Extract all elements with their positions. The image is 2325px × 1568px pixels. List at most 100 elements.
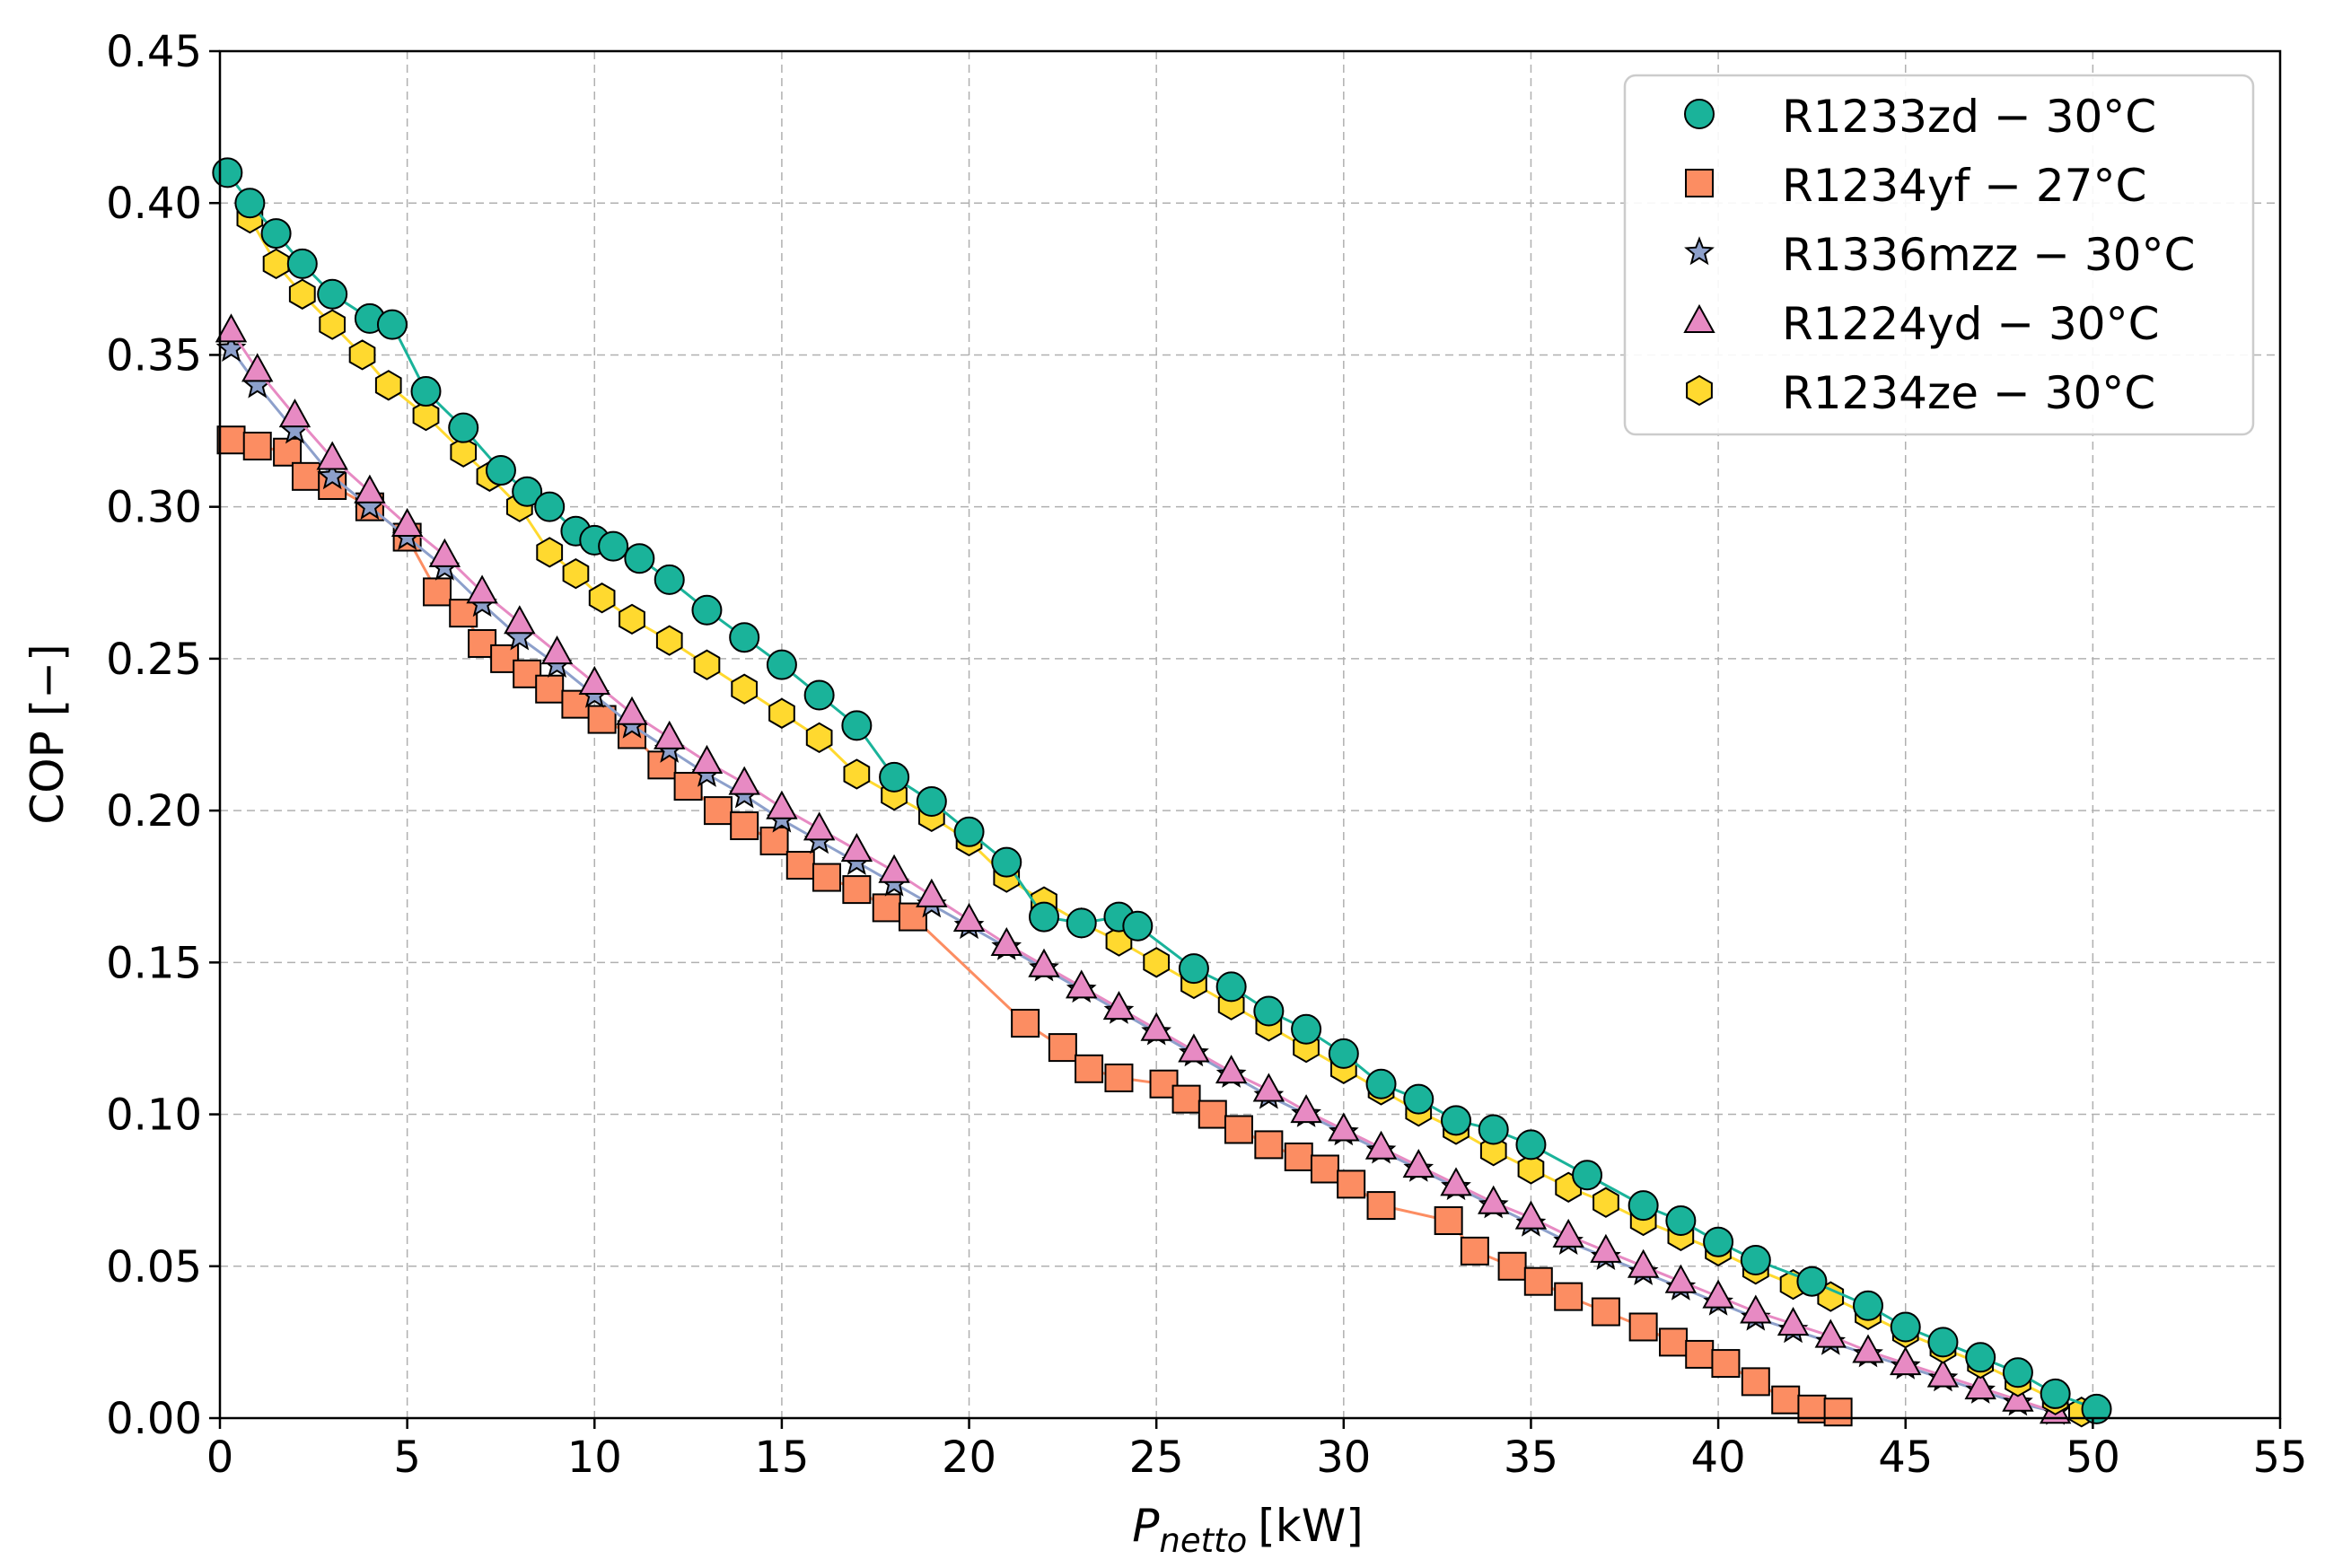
data-point-r1234yf	[1741, 1367, 1770, 1397]
data-point-r1233zd	[1066, 907, 1097, 939]
y-tick-label: 0.00	[106, 1394, 202, 1444]
data-point-r1234yf	[273, 437, 303, 467]
data-point-r1233zd	[448, 412, 479, 443]
data-point-r1233zd	[212, 157, 243, 188]
data-point-r1234ze	[1479, 1135, 1507, 1167]
data-point-r1233zd	[485, 455, 516, 486]
data-point-r1233zd	[534, 491, 566, 522]
data-point-r1233zd	[1515, 1129, 1547, 1161]
data-point-r1233zd	[1403, 1083, 1434, 1115]
x-tick-label: 30	[1316, 1432, 1371, 1483]
data-point-r1224yd	[990, 926, 1022, 957]
data-point-r1224yd	[728, 766, 760, 795]
data-point-r1234ze	[348, 339, 376, 371]
data-point-r1233zd	[1927, 1327, 1959, 1358]
data-series	[212, 157, 2112, 1428]
series-r1234yf	[216, 425, 1853, 1427]
data-point-r1224yd	[1627, 1248, 1660, 1278]
legend-marker-r1233zd	[1684, 99, 1715, 129]
data-point-r1234yf	[1254, 1130, 1284, 1160]
data-point-r1234ze	[562, 557, 590, 590]
data-point-r1233zd	[916, 785, 947, 817]
data-point-r1233zd	[1572, 1160, 1603, 1191]
data-point-r1224yd	[1814, 1318, 1847, 1348]
legend-marker-r1234ze	[1686, 374, 1713, 407]
data-point-r1233zd	[1215, 971, 1247, 1003]
data-point-r1234yf	[1659, 1327, 1689, 1357]
legend-label-r1234yf: R1234yf − 27°C	[1782, 160, 2146, 212]
data-point-r1224yd	[1364, 1130, 1398, 1160]
x-tick-label: 45	[1878, 1432, 1933, 1483]
data-point-r1234yf	[872, 893, 901, 923]
data-point-r1224yd	[1215, 1055, 1248, 1084]
data-point-r1224yd	[2002, 1382, 2034, 1412]
data-point-r1233zd	[1441, 1105, 1471, 1136]
data-point-r1233zd	[953, 816, 985, 847]
data-point-r1224yd	[1890, 1346, 1922, 1376]
data-point-r1234yf	[898, 902, 927, 932]
x-tick-label: 35	[1504, 1432, 1558, 1483]
x-tick-label: 20	[942, 1432, 996, 1483]
data-point-r1224yd	[1964, 1371, 1996, 1400]
data-point-r1234yf	[1523, 1266, 1553, 1296]
data-point-r1234ze	[619, 603, 645, 635]
data-point-r1233zd	[1178, 953, 1209, 985]
data-point-r1233zd	[691, 594, 723, 626]
plot-frame	[218, 49, 2282, 1420]
data-point-r1234yf	[703, 796, 733, 826]
data-point-r1224yd	[1140, 1012, 1172, 1041]
data-point-r1234yf	[1366, 1191, 1396, 1221]
y-tick-label: 0.10	[106, 1091, 202, 1141]
data-point-r1233zd	[729, 622, 760, 653]
data-point-r1224yd	[1328, 1112, 1360, 1142]
data-point-r1233zd	[1890, 1311, 1921, 1343]
legend-label-r1336mzz: R1336mzz − 30°C	[1782, 229, 2195, 281]
legend-markers	[1683, 99, 1715, 407]
data-point-r1234ze	[693, 649, 721, 680]
data-point-r1234yf	[673, 772, 703, 802]
data-point-r1234yf	[423, 577, 452, 607]
data-point-r1233zd	[879, 761, 910, 793]
data-point-r1234yf	[730, 811, 759, 841]
data-point-r1234yf	[1198, 1099, 1227, 1129]
x-axis-title-subscript: netto	[1159, 1521, 1247, 1560]
data-point-r1233zd	[410, 376, 442, 407]
y-tick-label: 0.15	[106, 938, 202, 988]
data-point-r1234yf	[216, 425, 246, 455]
data-point-r1234yf	[1685, 1339, 1715, 1369]
x-axis-title-unit: [kW]	[1258, 1500, 1363, 1552]
x-axis-title: Pnetto [kW]	[1132, 1500, 1363, 1560]
data-point-r1234ze	[805, 722, 833, 754]
data-point-r1233zd	[654, 564, 685, 595]
data-point-r1224yd	[766, 790, 798, 819]
series-r1233zd	[212, 157, 2112, 1424]
data-point-r1233zd	[1365, 1068, 1397, 1099]
legend-label-r1224yd: R1224yd − 30°C	[1782, 298, 2160, 350]
x-tick-label: 5	[393, 1432, 421, 1483]
data-point-r1234yf	[1823, 1397, 1853, 1427]
data-point-r1234ze	[655, 625, 683, 656]
data-point-r1224yd	[1028, 948, 1060, 977]
data-point-r1234ze	[536, 537, 564, 568]
legend-label-r1234ze: R1234ze − 30°C	[1782, 367, 2155, 419]
y-tick-label: 0.40	[106, 179, 202, 229]
data-point-r1234ze	[412, 399, 440, 432]
data-point-r1234yf	[759, 826, 789, 855]
data-point-r1234ze	[1143, 947, 1170, 978]
data-point-r1224yd	[241, 353, 274, 382]
data-point-r1234ze	[843, 758, 871, 790]
data-point-r1234ze	[1517, 1153, 1545, 1185]
legend: R1233zd − 30°C R1234yf − 27°C R1336mzz −…	[1623, 74, 2255, 436]
data-point-r1234yf	[1628, 1312, 1658, 1342]
data-point-r1224yd	[466, 574, 498, 604]
data-point-r1233zd	[1029, 901, 1059, 933]
data-point-r1224yd	[916, 878, 948, 907]
data-point-r1224yd	[616, 696, 648, 725]
data-point-r1233zd	[260, 218, 292, 250]
data-point-r1234yf	[1048, 1033, 1077, 1063]
x-tick-label: 25	[1129, 1432, 1184, 1483]
data-point-r1234yf	[561, 689, 591, 719]
data-point-r1233zd	[803, 679, 835, 711]
